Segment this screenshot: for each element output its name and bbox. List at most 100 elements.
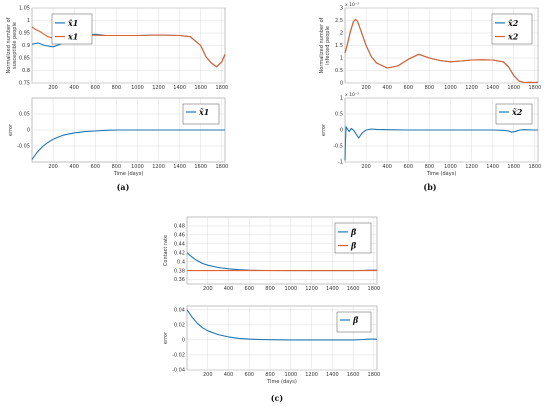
legend: x̂1x1 [51,13,93,45]
y-tick-label: 0.95 [19,31,30,37]
y-tick-label: -0.5 [333,144,343,150]
legend-box [495,103,533,125]
x-tick-label: 1200 [152,85,165,91]
y-tick-label: 2 [340,31,343,37]
x-tick-label: 600 [404,85,414,91]
x-tick-label: 600 [91,85,101,91]
y-tick-label: 0 [182,338,185,344]
y-tick-label: 3 [340,6,343,12]
y-tick-label: 1.05 [19,6,30,12]
y-tick-label: 0.02 [174,323,185,329]
chart-panel-2: 200 400 600 800 1000 1200 1400 1600 1800 0 0.5 1 1.5… [319,2,541,91]
x-tick-label: 200 [203,286,213,292]
y-tick-label: 2.5 [335,18,343,24]
legend-box [491,13,533,45]
y-tick-label: 0.5 [335,112,343,118]
x-tick-label: 400 [382,85,392,91]
x-tick-label: 1000 [444,85,457,91]
x-tick-label: 400 [224,372,234,378]
x-tick-label: 1800 [368,286,381,292]
legend-box [336,311,372,333]
x-tick-label: 1400 [486,164,499,170]
y-tick-label: 1 [340,96,343,102]
x-tick-label: 600 [91,164,101,170]
x-tick-label: 1000 [444,164,457,170]
x-tick-label: 1200 [305,372,318,378]
legend-label: x̃1 [198,107,209,117]
chart-panel-3: 200 400 600 800 1000 1200 1400 1600 1800 -0.05 0 0.… [8,97,228,177]
x-tick-label: 200 [48,85,58,91]
y-tick-label: 0.42 [174,250,185,256]
x-tick-label: 600 [404,164,414,170]
x-tick-label: 1600 [347,286,360,292]
x-tick-label: 1200 [465,85,478,91]
legend-label: x̂1 [67,18,78,28]
legend: β̃ [336,311,372,333]
legend-label: β [350,241,357,251]
x-tick-label: 1000 [284,286,297,292]
y-axis-label: Normalized number ofinfected people [319,17,331,73]
x-tick-label: 600 [245,286,255,292]
x-axis-label: Time (days) [113,171,144,177]
y-tick-label: 0.85 [19,56,30,62]
caption-b: (b) [423,182,436,192]
x-tick-label: 1800 [528,85,541,91]
chart-panel-1: 200 400 600 800 1000 1200 1400 1600 1800 0.75 0.8 0… [6,6,228,91]
x-tick-label: 800 [265,286,275,292]
y-tick-label: 1.5 [335,43,343,49]
x-tick-label: 400 [69,164,79,170]
x-tick-label: 800 [112,164,122,170]
y-tick-label: 0.48 [174,224,185,230]
y-axis-label: Contact rate [163,235,169,266]
y-axis-label: error [321,123,327,136]
x-tick-label: 1200 [305,286,318,292]
y-tick-label: 0.04 [174,307,185,313]
y-axis-label: error [163,331,169,344]
legend: x̃1 [182,103,220,125]
x-tick-label: 1400 [173,164,186,170]
x-tick-label: 1600 [507,164,520,170]
y-tick-label: 0.05 [19,112,30,118]
x-tick-label: 800 [265,372,275,378]
x-tick-label: 600 [245,372,255,378]
legend-label: β̃ [352,315,359,325]
x-tick-label: 800 [425,85,435,91]
x-tick-label: 200 [48,164,58,170]
y-tick-label: -0.02 [172,353,185,359]
x-tick-label: 800 [112,85,122,91]
y-tick-label: -0.04 [172,368,185,374]
x-tick-label: 200 [361,85,371,91]
chart-panel-5: 200 400 600 800 1000 1200 1400 1600 1800 0.36 0.38… [163,216,381,292]
series-line-1 [186,309,378,341]
x-tick-label: 1600 [507,85,520,91]
x-tick-label: 1000 [131,164,144,170]
x-tick-label: 1800 [215,85,228,91]
x-tick-label: 1800 [528,164,541,170]
x-tick-label: 400 [224,286,234,292]
y-tick-label: 0 [27,128,30,134]
legend-label: x1 [67,32,78,42]
y-tick-label: 0.8 [22,68,30,74]
y-tick-label: 0.75 [19,81,30,87]
x-tick-label: 1000 [284,372,297,378]
caption-a: (a) [117,182,130,192]
chart-panel-6: 200 400 600 800 1000 1200 1400 1600 1800 -0.04 -0.… [163,305,380,385]
y-tick-label: 0.38 [174,268,185,274]
caption-c: (c) [271,393,284,403]
y-tick-label: -1 [338,160,343,166]
y-tick-label: 0.46 [174,233,185,239]
y-tick-label: 0.9 [22,43,30,49]
chart-panel-4: 200 400 600 800 1000 1200 1400 1600 1800 -1 -0.5 0 0… [321,92,541,177]
x-tick-label: 1400 [173,85,186,91]
x-tick-label: 400 [69,85,79,91]
series-line-2 [344,18,539,84]
legend: x̂2x2 [491,13,533,45]
y-tick-label: 0.5 [335,68,343,74]
legend-label: x̂2 [507,18,519,28]
y-axis-label: Normalized number ofsusceptible people [6,17,18,73]
x-tick-label: 200 [361,164,371,170]
y-exponent-label: x 10⁻³ [345,2,359,8]
x-tick-label: 1600 [194,85,207,91]
legend-box [334,222,372,254]
x-tick-label: 1000 [131,85,144,91]
